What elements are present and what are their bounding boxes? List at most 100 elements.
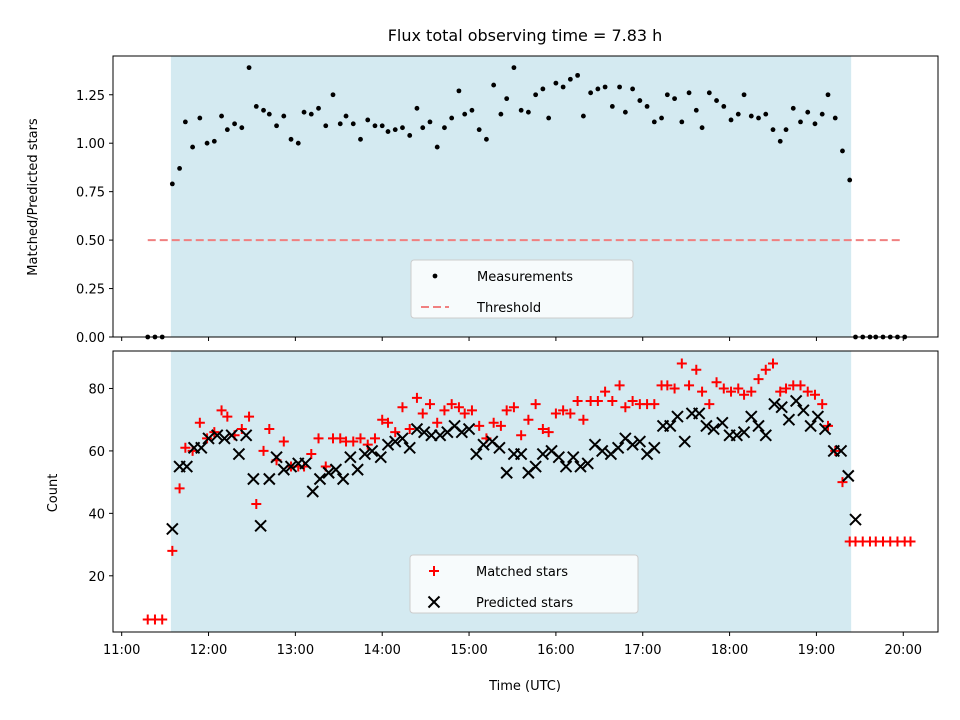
predicted-star-point — [225, 429, 238, 442]
predicted-star-point — [263, 472, 276, 486]
matched-star-point — [753, 374, 764, 385]
predicted-star-point — [410, 422, 424, 436]
measurement-point — [686, 90, 692, 96]
matched-star-point — [167, 545, 178, 556]
legend-label: Threshold — [476, 301, 541, 316]
measurement-point — [498, 111, 504, 117]
matched-star-point — [251, 498, 262, 509]
measurement-point — [812, 121, 818, 127]
predicted-star-point — [195, 441, 208, 454]
measurement-point — [169, 181, 175, 187]
matched-star-point — [466, 405, 477, 416]
measurement-point — [728, 117, 734, 123]
legend-matched-swatch — [429, 566, 439, 576]
matched-star-point — [424, 399, 435, 410]
measurement-point — [525, 109, 531, 115]
x-tick-label: 18:00 — [711, 643, 748, 658]
predicted-star-point — [299, 457, 312, 470]
measurement-point — [182, 119, 188, 125]
measurement-point — [372, 123, 378, 129]
measurement-point — [232, 121, 237, 127]
measurement-point — [741, 92, 747, 98]
measurement-point — [295, 140, 301, 146]
matched-star-point — [508, 402, 519, 413]
chart-title: Flux total observing time = 7.83 h — [388, 26, 663, 45]
measurement-point — [588, 90, 594, 96]
matched-star-point — [306, 449, 317, 460]
matched-star-point — [795, 380, 806, 391]
matched-star-point — [383, 417, 393, 428]
matched-star-point — [516, 430, 527, 441]
matched-star-point — [607, 395, 618, 406]
measurement-point — [379, 123, 385, 129]
matched-star-point — [578, 414, 589, 425]
matched-star-point — [377, 414, 388, 425]
legend-box — [410, 259, 634, 319]
measurement-point — [449, 115, 455, 121]
measurement-point — [392, 127, 398, 133]
legend-label: Matched stars — [476, 565, 568, 580]
predicted-star-point — [775, 400, 788, 414]
matched-star-point — [704, 399, 715, 410]
predicted-star-point — [202, 432, 215, 445]
predicted-star-point — [462, 422, 476, 436]
measurement-point — [819, 111, 825, 117]
measurement-point — [246, 65, 252, 71]
measurement-point — [224, 127, 230, 133]
legend-predicted-swatch — [427, 595, 441, 609]
matched-star-point — [760, 364, 771, 375]
predicted-star-point — [581, 457, 594, 470]
y-tick-label: 0.75 — [76, 186, 105, 201]
matched-star-point — [600, 386, 611, 397]
matched-star-point — [202, 433, 213, 444]
measurement-point — [770, 127, 776, 133]
predicted-star-point — [455, 425, 469, 439]
measurement-point — [798, 119, 803, 125]
predicted-star-point — [804, 419, 817, 433]
matched-star-point — [264, 424, 275, 435]
y-tick-label: 40 — [88, 507, 105, 522]
predicted-star-point — [730, 429, 744, 442]
predicted-star-point — [737, 425, 751, 439]
measurement-point — [805, 109, 811, 115]
measurement-point — [783, 127, 789, 133]
predicted-star-point — [493, 441, 506, 454]
predicted-star-point — [633, 435, 647, 448]
matched-star-point — [746, 386, 757, 397]
predicted-star-point — [417, 425, 431, 439]
predicted-star-point — [211, 429, 224, 442]
measurement-point — [672, 96, 677, 102]
measurement-point — [602, 84, 608, 90]
matched-star-point — [817, 399, 828, 410]
predicted-star-point — [707, 422, 720, 436]
predicted-star-point — [270, 450, 283, 464]
measurement-point — [420, 125, 426, 131]
matched-star-point — [459, 408, 470, 419]
measurement-point — [630, 86, 636, 92]
matched-star-point — [355, 433, 366, 444]
predicted-star-point — [811, 410, 825, 423]
measurement-point — [365, 117, 371, 123]
matched-star-point — [362, 439, 373, 450]
matched-star-point — [768, 358, 778, 369]
measurement-point — [651, 119, 657, 125]
y-tick-label: 20 — [88, 570, 105, 585]
matched-star-point — [432, 417, 443, 428]
x-tick-label: 14:00 — [363, 643, 400, 658]
x-tick-label: 15:00 — [450, 643, 487, 658]
predicted-star-point — [700, 419, 713, 433]
matched-star-point — [157, 614, 168, 625]
y-tick-label: 0.00 — [76, 331, 105, 346]
predicted-star-point — [626, 438, 639, 451]
predicted-star-point — [692, 407, 706, 420]
x-tick-label: 16:00 — [537, 643, 574, 658]
measurement-point — [330, 92, 336, 98]
measurement-point — [644, 103, 650, 109]
matched-star-point — [258, 445, 269, 456]
measurement-point — [253, 103, 259, 109]
matched-star-point — [439, 405, 450, 416]
measurement-point — [288, 136, 294, 142]
matched-star-point — [739, 389, 750, 400]
axes-frame — [112, 55, 939, 338]
predicted-star-point — [782, 413, 796, 426]
